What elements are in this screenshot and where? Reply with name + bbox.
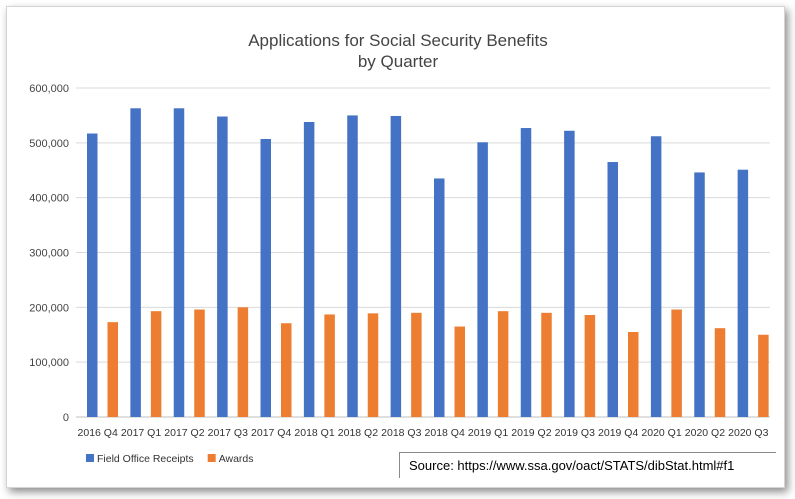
bar-awards [237,307,249,417]
bars [87,108,769,418]
bar-field-office-receipts [694,172,705,417]
chart-subtitle: by Quarter [358,52,439,71]
y-tick-label: 100,000 [29,357,69,369]
y-tick-label: 500,000 [29,138,69,150]
x-tick-label: 2019 Q2 [511,427,551,439]
chart-title: Applications for Social Security Benefit… [248,31,548,50]
legend-swatch [207,454,216,462]
x-tick-label: 2020 Q1 [641,427,681,439]
y-tick-label: 600,000 [29,83,69,95]
legend-label: Field Office Receipts [97,453,194,465]
bar-awards [411,312,422,417]
y-tick-label: 400,000 [29,193,69,205]
x-tick-label: 2018 Q4 [425,427,465,439]
bar-awards [454,326,465,417]
x-tick-label: 2020 Q3 [728,427,768,439]
bar-awards [324,314,335,417]
x-tick-label: 2017 Q2 [164,427,204,439]
legend: Field Office Receipts Awards [86,453,254,465]
x-tick-label: 2018 Q3 [381,427,421,439]
y-tick-label: 0 [63,412,69,424]
y-tick-label: 300,000 [29,248,69,260]
bar-awards [497,311,509,417]
bar-awards [671,309,682,417]
x-tick-label: 2018 Q2 [338,427,378,439]
y-tick-label: 200,000 [29,302,69,314]
bar-awards [367,313,379,417]
bar-awards [194,309,205,417]
bar-awards [758,334,769,417]
bar-field-office-receipts [477,142,488,417]
bar-field-office-receipts [130,108,141,417]
bar-field-office-receipts [260,138,271,417]
x-tick-label: 2017 Q3 [208,427,248,439]
x-tick-label: 2019 Q3 [555,427,595,439]
bar-field-office-receipts [303,121,315,417]
bar-field-office-receipts [564,130,575,417]
source-box: Source: https://www.ssa.gov/oact/STATS/d… [399,452,776,478]
source-text: Source: https://www.ssa.gov/oact/STATS/d… [409,458,735,473]
bar-awards [150,311,162,417]
bar-field-office-receipts [390,115,402,417]
bar-field-office-receipts [173,108,185,417]
bar-awards [541,312,552,417]
bar-awards [584,315,596,417]
x-tick-label: 2017 Q1 [121,427,161,439]
bar-awards [281,323,292,417]
bar-awards [714,328,726,417]
x-tick-label: 2016 Q4 [78,427,118,439]
legend-label: Awards [219,453,254,465]
x-tick-label: 2018 Q1 [294,427,334,439]
bar-awards [107,322,118,417]
bar-field-office-receipts [217,116,228,417]
bar-field-office-receipts [650,136,662,417]
bar-field-office-receipts [347,115,358,418]
bar-awards [628,332,639,417]
x-axis-labels: 2016 Q4 2017 Q1 2017 Q2 2017 Q3 2017 Q4 2018 … [78,427,769,439]
bar-field-office-receipts [87,133,98,418]
x-tick-label: 2019 Q4 [598,427,638,439]
x-tick-label: 2020 Q2 [685,427,725,439]
bar-field-office-receipts [520,128,532,418]
x-tick-label: 2017 Q4 [251,427,291,439]
legend-swatch [86,454,94,462]
x-tick-label: 2019 Q1 [468,427,508,439]
bar-field-office-receipts [607,162,618,417]
bar-field-office-receipts [737,169,749,417]
bar-field-office-receipts [434,178,445,417]
y-axis-labels: 0 100,000 200,000 300,000 400,000 500,000 600,… [29,83,69,424]
